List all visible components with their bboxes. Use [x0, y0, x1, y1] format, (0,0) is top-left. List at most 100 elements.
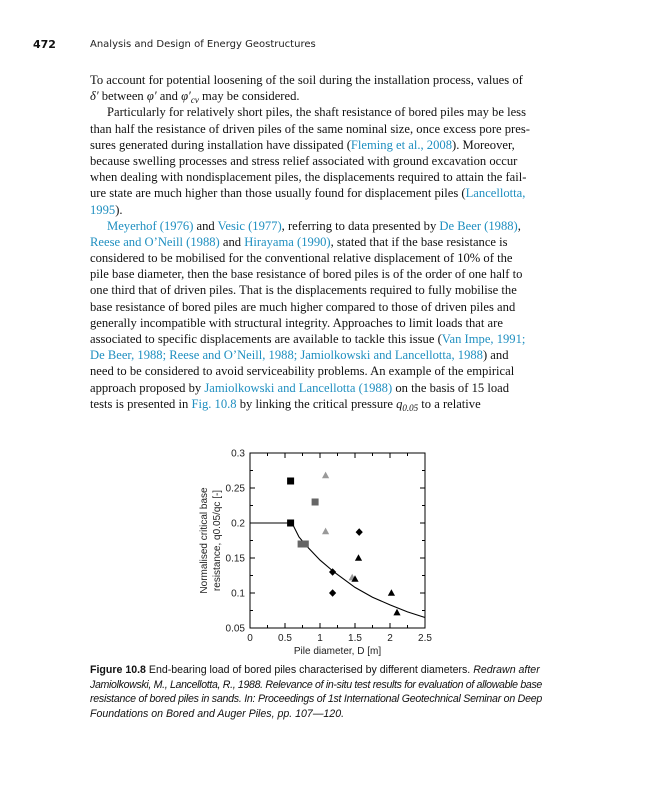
text-line: sures generated during installation have…	[90, 137, 542, 153]
text-segment: ) and	[482, 348, 509, 363]
y-tick-label: 0.3	[231, 449, 245, 460]
text-segment: Foundations on Bored and Auger Piles, pp…	[90, 708, 345, 721]
data-point-diamond	[329, 589, 337, 597]
data-point-square	[311, 498, 319, 506]
text-line: generally incompatible with structural i…	[90, 315, 542, 331]
text-segment: associated to specific displacements are…	[90, 332, 442, 346]
text-segment: ,	[517, 218, 521, 233]
data-point-triangle	[322, 471, 330, 479]
text-line-content: δ′ between φ′ and φ′cv may be considered…	[90, 88, 300, 108]
text-segment: 0.05	[402, 402, 419, 413]
x-tick-label: 0	[247, 633, 253, 644]
y-tick-label: 0.2	[231, 519, 245, 530]
text-line: tests is presented in Fig. 10.8 by linki…	[90, 396, 542, 413]
text-line: Meyerhof (1976) and Vesic (1977), referr…	[90, 218, 542, 234]
text-segment: Figure 10.8	[90, 664, 146, 676]
text-line-content: resistance of bored piles in sands. In: …	[90, 692, 542, 707]
text-segment: generally incompatible with structural i…	[90, 315, 503, 330]
text-line: Figure 10.8 End-bearing load of bored pi…	[90, 663, 542, 678]
citation-link[interactable]: Hirayama (1990)	[244, 234, 331, 249]
text-line: one third that of driven piles. That is …	[90, 282, 542, 298]
y-axis-label: resistance, q0.05/qc [-]	[212, 490, 223, 591]
text-line-content: one third that of driven piles. That is …	[90, 282, 517, 298]
text-line-content: ure state are much higher than those usu…	[90, 185, 525, 201]
text-segment: ).	[115, 202, 123, 217]
x-tick-label: 1.5	[348, 633, 362, 644]
text-segment: Redrawn after	[473, 664, 540, 676]
citation-link[interactable]: Jamiolkowski and Lancellotta (1988)	[204, 380, 393, 395]
x-tick-label: 1	[317, 633, 323, 644]
text-segment: and	[156, 89, 182, 104]
citation-link[interactable]: De Beer (1988)	[439, 218, 518, 233]
text-segment: may be considered.	[198, 89, 300, 104]
text-line-content: associated to specific displacements are…	[90, 331, 525, 347]
text-line: ure state are much higher than those usu…	[90, 185, 542, 201]
text-segment: by linking the critical pressure	[236, 396, 397, 411]
text-segment: because swelling processes and stress re…	[90, 153, 518, 168]
text-segment: , stated that if the base resistance is	[330, 234, 508, 249]
text-line-content: considered to be mobilised for the conve…	[90, 250, 512, 266]
text-segment: , referring to data presented by	[281, 218, 440, 233]
text-segment: q	[396, 396, 403, 411]
citation-link[interactable]: Van Impe, 1991;	[441, 332, 526, 346]
data-point-triangle	[387, 589, 395, 596]
data-point-square	[297, 540, 305, 548]
text-segment: to a relative	[418, 396, 481, 411]
data-point-square	[287, 477, 295, 485]
text-line: because swelling processes and stress re…	[90, 153, 542, 169]
citation-link[interactable]: Fig. 10.8	[191, 396, 237, 411]
text-segment: Jamiolkowski, M., Lancellotta, R., 1988.…	[90, 678, 542, 691]
text-segment: sures generated during installation have…	[90, 137, 351, 152]
data-point-triangle	[351, 575, 359, 582]
text-segment: pile base diameter, then the base resist…	[90, 267, 523, 282]
plot-frame	[249, 452, 426, 629]
text-segment: considered to be mobilised for the conve…	[90, 251, 513, 266]
text-line-content: Particularly for relatively short piles,…	[107, 104, 526, 120]
text-line: Reese and O’Neill (1988) and Hirayama (1…	[90, 234, 542, 250]
data-point-diamond	[329, 568, 337, 576]
citation-link[interactable]: 1995	[90, 202, 116, 217]
text-line: 1995).	[90, 202, 542, 218]
text-line: pile base diameter, then the base resist…	[90, 266, 542, 282]
text-line: base resistance of bored piles are much …	[90, 299, 542, 315]
data-point-triangle	[354, 554, 363, 561]
y-tick-label: 0.1	[231, 589, 245, 600]
citation-link[interactable]: Meyerhof (1976)	[107, 218, 194, 233]
y-tick-label: 0.15	[226, 554, 246, 565]
text-segment: when dealing with nondisplacement piles,…	[90, 170, 527, 185]
citation-link[interactable]: Reese and O’Neill (1988)	[90, 234, 220, 249]
x-tick-label: 0.5	[278, 633, 292, 644]
text-segment: End-bearing load of bored piles characte…	[145, 664, 474, 676]
citation-link[interactable]: Vesic (1977)	[217, 218, 282, 233]
y-tick-label: 0.05	[226, 624, 246, 635]
text-line-content: 1995).	[90, 202, 123, 218]
data-point-square	[301, 540, 309, 548]
text-segment: δ′	[90, 89, 99, 104]
text-segment: base resistance of bored piles are much …	[90, 299, 516, 314]
text-line: Particularly for relatively short piles,…	[90, 104, 542, 120]
text-line: associated to specific displacements are…	[90, 331, 542, 347]
text-line: when dealing with nondisplacement piles,…	[90, 169, 542, 185]
text-line: De Beer, 1988; Reese and O’Neill, 1988; …	[90, 347, 542, 363]
text-segment: cv	[190, 95, 199, 106]
text-line: than half the resistance of driven piles…	[90, 121, 542, 137]
text-line-content: Meyerhof (1976) and Vesic (1977), referr…	[107, 218, 521, 234]
x-tick-label: 2.5	[418, 633, 432, 644]
text-line-content: sures generated during installation have…	[90, 137, 515, 153]
citation-link[interactable]: De Beer, 1988; Reese and O’Neill, 1988; …	[90, 348, 483, 363]
citation-link[interactable]: Lancellotta,	[465, 186, 526, 201]
x-tick-label: 2	[387, 633, 393, 644]
y-tick-label: 0.25	[226, 484, 246, 495]
text-line: Foundations on Bored and Auger Piles, pp…	[90, 707, 542, 722]
text-line: resistance of bored piles in sands. In: …	[90, 692, 542, 707]
text-line-content: because swelling processes and stress re…	[90, 153, 517, 169]
text-segment: than half the resistance of driven piles…	[90, 121, 530, 136]
text-line-content: Foundations on Bored and Auger Piles, pp…	[90, 707, 344, 722]
text-line-content: Reese and O’Neill (1988) and Hirayama (1…	[90, 234, 508, 250]
citation-link[interactable]: Fleming et al., 2008	[350, 137, 452, 152]
text-segment: and	[193, 218, 218, 233]
text-line: considered to be mobilised for the conve…	[90, 250, 542, 266]
text-line: approach proposed by Jamiolkowski and La…	[90, 380, 542, 396]
page-number: 472	[33, 38, 56, 51]
text-line-content: generally incompatible with structural i…	[90, 315, 503, 331]
